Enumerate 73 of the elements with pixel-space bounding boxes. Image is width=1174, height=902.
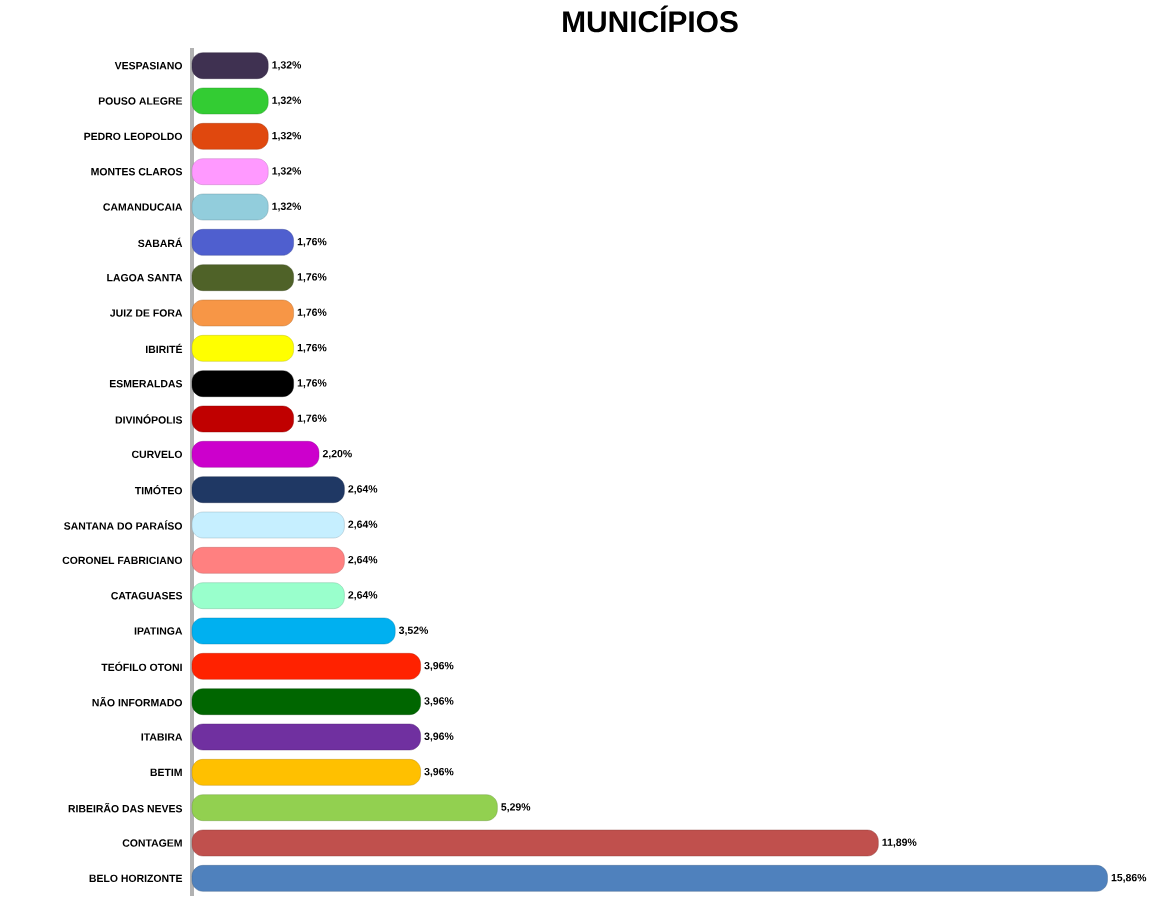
- bar: [191, 405, 294, 433]
- data-label: 1,76%: [297, 237, 327, 247]
- data-label: 2,64%: [348, 591, 378, 601]
- bar: [191, 829, 879, 857]
- bar: [191, 123, 269, 150]
- y-tick-label: BELO HORIZONTE: [89, 874, 183, 883]
- bar: [191, 688, 421, 715]
- bar: [191, 158, 269, 185]
- bar: [191, 264, 294, 291]
- y-tick-label: TIMÓTEO: [134, 484, 183, 495]
- data-label: 1,76%: [297, 343, 327, 353]
- data-label: 3,96%: [424, 767, 454, 777]
- y-tick-label: ITABIRA: [141, 733, 183, 741]
- y-tick-label: PEDRO LEOPOLDO: [84, 132, 183, 141]
- bar: [191, 299, 294, 327]
- data-label: 5,29%: [501, 803, 531, 813]
- data-label: 1,32%: [272, 202, 302, 212]
- bar: [191, 511, 345, 539]
- data-label: 3,96%: [424, 661, 454, 671]
- y-tick-label: IBIRITÉ: [145, 343, 183, 353]
- data-label: 11,89%: [882, 838, 917, 848]
- bar: [191, 370, 294, 397]
- y-tick-label: JUIZ DE FORA: [109, 309, 183, 317]
- y-tick-label: IPATINGA: [134, 627, 183, 635]
- bar: [191, 759, 421, 786]
- bar: [191, 476, 345, 503]
- data-label: 1,76%: [297, 414, 327, 424]
- y-tick-label: TEÓFILO OTONI: [101, 661, 182, 672]
- bar: [191, 547, 345, 574]
- y-tick-label: MONTES CLAROS: [91, 167, 183, 176]
- data-label: 1,32%: [272, 131, 302, 141]
- bar: [191, 229, 294, 256]
- data-label: 1,32%: [272, 61, 302, 71]
- bar: [191, 193, 269, 221]
- y-tick-label: CORONEL FABRICIANO: [62, 556, 183, 565]
- data-label: 3,96%: [424, 697, 454, 707]
- y-tick-label: CAMANDUCAIA: [103, 203, 183, 211]
- data-label: 1,32%: [272, 167, 302, 177]
- data-label: 3,52%: [398, 626, 429, 636]
- bar: [191, 335, 294, 362]
- data-label: 2,64%: [348, 520, 378, 530]
- y-tick-label: NÃO INFORMADO: [92, 696, 183, 707]
- y-tick-label: ESMERALDAS: [109, 379, 183, 388]
- data-label: 3,96%: [424, 732, 454, 742]
- data-label: 15,86%: [1111, 873, 1147, 883]
- data-label: 1,76%: [297, 273, 327, 283]
- bar: [191, 865, 1108, 892]
- data-label: 1,76%: [297, 308, 327, 318]
- bar: [191, 582, 345, 609]
- y-tick-label: SABARÁ: [138, 237, 183, 248]
- data-label: 1,76%: [297, 379, 327, 389]
- bar: [191, 441, 320, 468]
- bar: [191, 653, 421, 680]
- bar: [191, 794, 498, 821]
- y-tick-label: RIBEIRÃO DAS NEVES: [68, 802, 183, 813]
- y-tick-label: SANTANA DO PARAÍSO: [64, 520, 183, 530]
- y-tick-label: BETIM: [150, 768, 182, 776]
- y-tick-label: CONTAGEM: [122, 839, 182, 847]
- y-tick-label: CURVELO: [131, 450, 183, 459]
- data-label: 2,64%: [348, 485, 378, 495]
- data-label: 1,32%: [272, 96, 302, 106]
- y-tick-label: DIVINÓPOLIS: [115, 414, 183, 424]
- y-tick-label: LAGOA SANTA: [107, 273, 183, 282]
- y-tick-label: CATAGUASES: [111, 591, 183, 600]
- bar: [191, 52, 269, 79]
- bar: [191, 617, 396, 645]
- bar: [191, 723, 421, 751]
- bar: [191, 87, 269, 115]
- data-label: 2,64%: [348, 555, 378, 565]
- chart-title: MUNICÍPIOS: [563, 5, 738, 33]
- y-tick-label: POUSO ALEGRE: [98, 97, 183, 105]
- data-label: 2,20%: [322, 449, 352, 459]
- y-tick-label: VESPASIANO: [114, 61, 183, 70]
